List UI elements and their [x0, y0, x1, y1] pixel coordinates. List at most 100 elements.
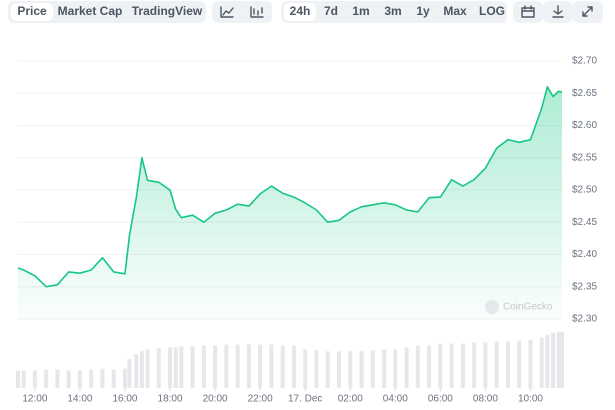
- volume-bar: [201, 345, 206, 388]
- tab-group: [8, 1, 206, 23]
- volume-bar: [246, 344, 251, 388]
- volume-bar: [370, 350, 375, 388]
- volume-bar: [539, 337, 544, 388]
- x-tick-label: 20:00: [203, 394, 228, 405]
- volume-bar: [382, 349, 387, 388]
- volume-bar: [303, 349, 308, 388]
- tab[interactable]: TradingView: [132, 4, 203, 18]
- volume-bar: [89, 369, 94, 388]
- tab[interactable]: Price: [17, 4, 47, 18]
- y-tick-label: $2.55: [572, 152, 597, 163]
- watermark: CoinGecko: [485, 300, 553, 314]
- download-icon: [552, 5, 564, 18]
- volume-bar: [505, 341, 510, 388]
- volume-bar: [145, 349, 150, 388]
- y-tick-label: $2.60: [572, 120, 597, 131]
- x-tick-label: 16:00: [112, 394, 137, 405]
- x-tick-label: 17. Dec: [288, 394, 322, 405]
- x-tick-label: 12:00: [22, 394, 47, 405]
- volume-bar: [156, 348, 161, 388]
- range[interactable]: 24h: [290, 4, 311, 18]
- x-tick-label: 18:00: [158, 394, 183, 405]
- volume-bar: [269, 344, 274, 388]
- range-selected-bg: [284, 3, 316, 21]
- watermark-logo: [485, 300, 499, 314]
- x-tick-label: 04:00: [383, 394, 408, 405]
- candle-icon[interactable]: [250, 6, 264, 18]
- volume-bar: [139, 351, 144, 388]
- volume-bar: [517, 340, 522, 388]
- x-tick-label: 06:00: [428, 394, 453, 405]
- volume-bar: [314, 350, 319, 388]
- volume-bar: [427, 345, 432, 388]
- volume-bar: [258, 344, 263, 388]
- x-tick-label: 10:00: [518, 394, 543, 405]
- volume-bar: [16, 370, 20, 388]
- volume-bar: [545, 334, 550, 388]
- volume-bar: [190, 346, 195, 388]
- volume-bar: [348, 351, 353, 388]
- fullscreen-icon: [582, 6, 593, 17]
- range[interactable]: LOG: [479, 4, 505, 18]
- volume-bar: [77, 370, 82, 388]
- volume-bar: [100, 368, 105, 388]
- price-line: [17, 86, 563, 288]
- y-tick-label: $2.30: [572, 314, 597, 325]
- volume-bar: [404, 347, 409, 388]
- volume-bar: [168, 347, 173, 388]
- volume-bar: [179, 346, 184, 388]
- volume-bar: [134, 354, 139, 388]
- volume-bar: [44, 369, 49, 388]
- volume-bar: [32, 370, 37, 388]
- fullscreen-btn[interactable]: [573, 1, 603, 23]
- line-icon[interactable]: [220, 6, 234, 18]
- volume-bar: [550, 332, 555, 388]
- volume-bar: [460, 343, 465, 388]
- watermark-text: CoinGecko: [503, 302, 553, 313]
- volume-bar: [224, 344, 229, 388]
- range-group: [281, 1, 507, 23]
- range[interactable]: Max: [443, 4, 467, 18]
- volume-bar: [21, 370, 26, 388]
- volume-bar: [325, 351, 330, 388]
- range[interactable]: 7d: [324, 4, 338, 18]
- calendar-icon: [521, 5, 535, 18]
- range[interactable]: 1y: [416, 4, 430, 18]
- volume-bar: [415, 345, 420, 388]
- volume-bar: [483, 342, 488, 388]
- volume-bar: [449, 343, 454, 388]
- volume-bar: [560, 331, 564, 388]
- y-tick-label: $2.40: [572, 249, 597, 260]
- x-tick-label: 14:00: [67, 394, 92, 405]
- y-tick-label: $2.70: [572, 56, 597, 67]
- y-tick-label: $2.35: [572, 281, 597, 292]
- range[interactable]: 3m: [384, 4, 401, 18]
- volume-bar: [213, 345, 218, 388]
- volume-bar: [438, 343, 443, 388]
- toolbar: Price Market Cap TradingView 24h 7d 1m 3…: [8, 1, 603, 23]
- calendar-btn[interactable]: [513, 1, 543, 23]
- price-area: [18, 86, 562, 319]
- x-tick-label: 22:00: [248, 394, 273, 405]
- plot: [16, 60, 564, 391]
- volume-bar: [528, 339, 533, 388]
- volume-bar: [111, 369, 116, 388]
- x-tick-label: 08:00: [473, 394, 498, 405]
- volume-bar: [336, 351, 341, 388]
- volume-bar: [235, 344, 240, 388]
- volume-bar: [393, 349, 398, 388]
- range[interactable]: 1m: [352, 4, 369, 18]
- tab-selected-bg: [11, 3, 53, 21]
- volume-bar: [173, 347, 178, 388]
- y-tick-label: $2.65: [572, 88, 597, 99]
- volume-bar: [556, 331, 561, 388]
- volume-bar: [127, 359, 132, 388]
- tab[interactable]: Market Cap: [58, 4, 123, 18]
- y-tick-label: $2.50: [572, 185, 597, 196]
- x-tick-label: 02:00: [338, 394, 363, 405]
- volume-bar: [494, 341, 499, 388]
- volume-bar: [280, 345, 285, 388]
- volume-bar: [359, 351, 364, 388]
